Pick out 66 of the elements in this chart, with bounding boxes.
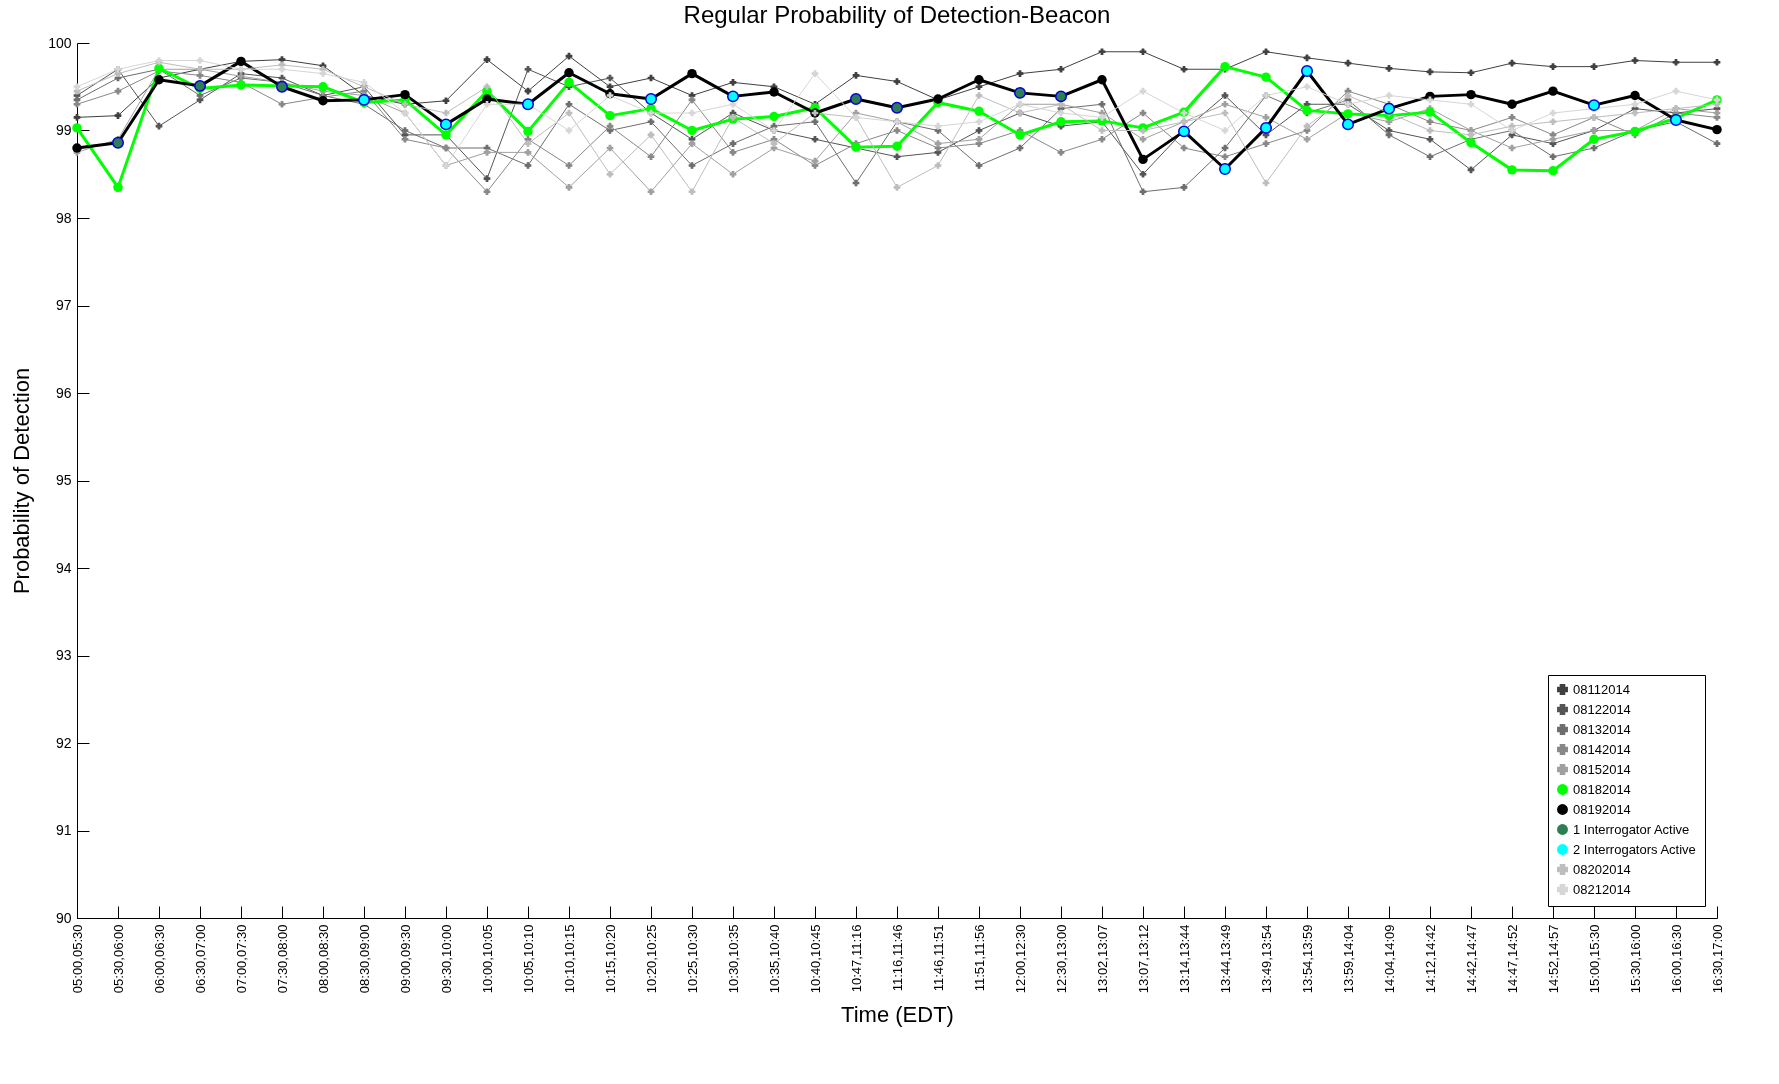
y-tick-label: 94 [55,559,72,576]
y-tick-label: 100 [48,34,72,51]
x-tick-label: 09:30,10:00 [438,924,454,994]
x-tick-label: 10:00,10:05 [479,924,495,994]
x-tick-label: 16:00,16:30 [1668,924,1684,994]
x-tick-label: 10:25,10:30 [684,924,700,994]
legend-label: 08122014 [1573,701,1631,717]
legend-label: 2 Interrogators Active [1573,841,1696,857]
x-tick-label: 10:05,10:10 [520,924,536,994]
x-tick-label: 05:00,05:30 [69,924,85,994]
y-tick-label: 98 [55,209,72,226]
x-tick-label: 10:30,10:35 [725,924,741,994]
x-tick-label: 14:47,14:52 [1504,924,1520,994]
x-tick-label: 11:51,11:56 [971,924,987,992]
y-tick-label: 93 [55,647,72,663]
x-tick-label: 05:30,06:00 [110,924,126,994]
x-tick-label: 14:04,14:09 [1381,924,1397,994]
x-tick-label: 12:00,12:30 [1012,924,1028,994]
legend-label: 08192014 [1573,801,1631,817]
y-tick-label: 99 [55,122,72,138]
legend-label: 08112014 [1573,681,1630,697]
x-tick-label: 11:46,11:51 [930,924,946,992]
y-axis-title: Probability of Detection [9,367,35,595]
y-tick-label: 91 [55,822,72,838]
x-tick-label: 10:10,10:15 [561,924,577,994]
x-tick-label: 13:02,13:07 [1094,924,1110,994]
x-tick-label: 10:20,10:25 [643,924,659,994]
legend-label: 08152014 [1573,761,1631,777]
x-tick-label: 15:30,16:00 [1627,924,1643,994]
y-tick-label: 96 [55,384,72,401]
x-tick-label: 11:16,11:46 [889,924,905,992]
x-tick-label: 14:12,14:42 [1422,924,1438,994]
legend-label: 08142014 [1573,741,1631,757]
x-tick-label: 13:14,13:44 [1176,924,1192,994]
x-tick-label: 09:00,09:30 [397,924,413,994]
x-tick-label: 15:00,15:30 [1586,924,1602,994]
x-tick-label: 13:59,14:04 [1340,924,1356,994]
x-tick-label: 08:30,09:00 [356,924,372,994]
x-tick-label: 14:42,14:47 [1463,924,1479,994]
legend-label: 08212014 [1573,881,1631,897]
x-tick-label: 06:30,07:00 [192,924,208,994]
legend-label: 08132014 [1573,721,1631,737]
legend-label: 08202014 [1573,861,1631,877]
y-tick-label: 95 [55,472,72,488]
x-tick-label: 16:30,17:00 [1709,924,1725,994]
x-tick-label: 10:35,10:40 [766,924,782,994]
x-tick-label: 12:30,13:00 [1053,924,1069,994]
x-tick-label: 10:15,10:20 [602,924,618,994]
y-tick-label: 97 [55,297,72,313]
x-axis-title: Time (EDT) [841,1002,954,1028]
chart-title: Regular Probability of Detection-Beacon [683,1,1111,28]
x-tick-label: 06:00,06:30 [151,924,167,994]
x-tick-label: 08:00,08:30 [315,924,331,994]
x-tick-label: 07:00,07:30 [233,924,249,994]
x-tick-label: 13:07,13:12 [1135,924,1151,994]
y-tick-label: 90 [55,909,72,926]
x-tick-label: 10:40,10:45 [807,924,823,994]
x-tick-label: 14:52,14:57 [1545,924,1561,994]
y-tick-label: 92 [55,734,72,751]
x-tick-label: 07:30,08:00 [274,924,290,994]
x-tick-label: 13:54,13:59 [1299,924,1315,994]
legend-label: 08182014 [1573,781,1631,797]
x-tick-label: 13:49,13:54 [1258,924,1274,994]
legend-label: 1 Interrogator Active [1573,821,1690,837]
x-tick-label: 10:47,11:16 [848,924,864,993]
x-tick-label: 13:44,13:49 [1217,924,1233,994]
